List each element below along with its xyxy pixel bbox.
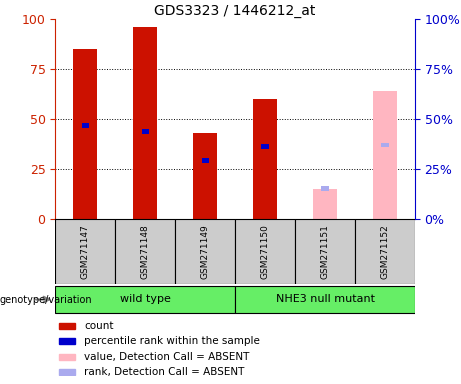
Bar — [321, 187, 329, 192]
Bar — [201, 159, 209, 164]
Text: value, Detection Call = ABSENT: value, Detection Call = ABSENT — [84, 352, 249, 362]
Text: genotype/variation: genotype/variation — [0, 295, 93, 305]
Bar — [355, 219, 415, 284]
Text: GSM271148: GSM271148 — [141, 224, 150, 279]
Bar — [175, 219, 235, 284]
Bar — [133, 27, 157, 219]
Bar — [59, 338, 75, 344]
Bar — [381, 142, 389, 147]
Bar — [261, 144, 269, 149]
Bar — [115, 219, 175, 284]
Text: GSM271151: GSM271151 — [320, 224, 330, 279]
Text: NHE3 null mutant: NHE3 null mutant — [276, 294, 374, 304]
Bar — [73, 49, 97, 219]
Text: wild type: wild type — [120, 294, 171, 304]
Bar — [55, 286, 235, 313]
Bar — [59, 369, 75, 375]
Bar — [373, 91, 397, 219]
Text: GSM271149: GSM271149 — [201, 224, 210, 279]
Text: count: count — [84, 321, 113, 331]
Bar — [193, 133, 217, 219]
Bar — [55, 219, 115, 284]
Text: rank, Detection Call = ABSENT: rank, Detection Call = ABSENT — [84, 367, 244, 377]
Bar — [59, 323, 75, 329]
Text: GSM271152: GSM271152 — [380, 224, 390, 279]
Bar — [313, 189, 337, 219]
Text: percentile rank within the sample: percentile rank within the sample — [84, 336, 260, 346]
Bar — [82, 122, 89, 127]
Title: GDS3323 / 1446212_at: GDS3323 / 1446212_at — [154, 4, 316, 18]
Bar — [235, 286, 415, 313]
Text: GSM271147: GSM271147 — [81, 224, 90, 279]
Text: GSM271150: GSM271150 — [260, 224, 270, 279]
Bar — [59, 354, 75, 359]
Bar — [253, 99, 277, 219]
Bar — [142, 129, 149, 134]
Bar — [295, 219, 355, 284]
Bar — [235, 219, 295, 284]
